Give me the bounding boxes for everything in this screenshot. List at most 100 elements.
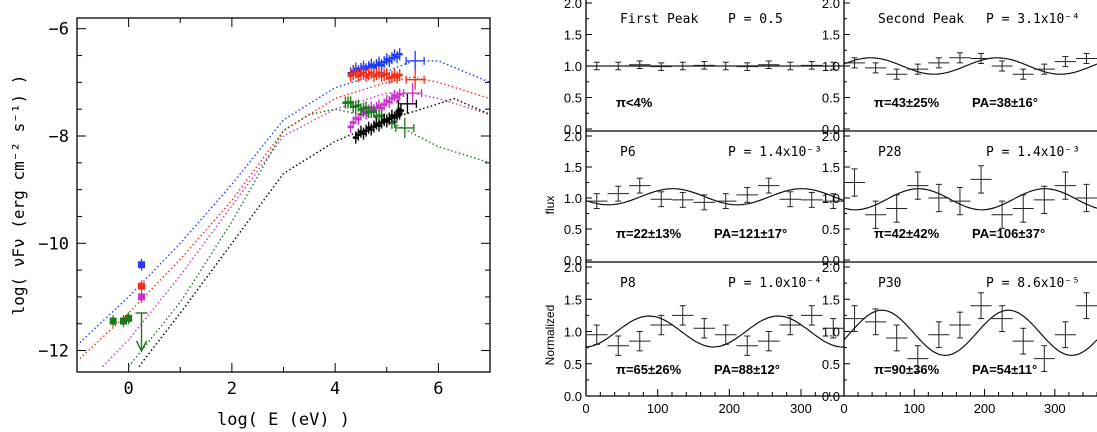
polarization-degree: π=43±25% (874, 95, 940, 110)
y-tick-label: 0.0 (822, 122, 840, 137)
upper-limit-arrow (135, 340, 148, 353)
optical-point (125, 314, 133, 322)
y-tick-label: 0.0 (822, 389, 840, 404)
panel-title: Second Peak (878, 12, 964, 27)
panel-first-peak: 0.0 0.5 1.0 1.5 2.0 First Peak P = 0.5 π<4% (564, 0, 844, 137)
y-tick-label: 1.5 (564, 292, 582, 307)
panel-probability: P = 1.4x10⁻³ (728, 145, 822, 160)
panel-probability: P = 0.5 (728, 12, 783, 27)
panel-title: P30 (878, 276, 901, 291)
polarization-degree: π=90±36% (874, 362, 940, 377)
fit-curve (585, 315, 845, 348)
polarization-degree: π=65±26% (616, 362, 682, 377)
y-tick-label: −10 (38, 234, 69, 254)
x-tick-label: 200 (974, 401, 996, 416)
y-tick-label: 2.0 (822, 0, 840, 11)
y-tick-label: 1.0 (564, 191, 582, 206)
y-tick-label: 1.5 (822, 160, 840, 175)
optical-point (138, 261, 146, 269)
x-tick-label: 100 (647, 401, 669, 416)
x-axis-label: log( E (eV) ) (217, 410, 350, 430)
y-tick-label: 1.0 (822, 59, 840, 74)
x-tick-label: 100 (903, 401, 925, 416)
y-tick-label: 2.0 (564, 129, 582, 144)
polarization-degree: π<4% (616, 95, 653, 110)
model-curve-blue (77, 60, 490, 346)
sed-chart: 0 2 4 6 −6 −8 −10 −12 log( E (eV) ) log( νFν (erg… (9, 17, 491, 430)
series-green (109, 96, 490, 368)
panel-probability: P = 1.0x10⁻⁴ (728, 276, 822, 291)
y-tick-label: 0.5 (564, 91, 582, 106)
polarization-degree: π=42±42% (874, 226, 940, 241)
polarization-panels: Normalized flux 0 100 200 300 0 100 200 300 0.0 0.5… (543, 0, 1097, 416)
model-curve-green (128, 108, 490, 368)
y-tick-label: 1.0 (564, 325, 582, 340)
y-tick-label: −6 (49, 20, 69, 40)
x-tick-label: 200 (718, 401, 740, 416)
y-tick-label: 1.0 (822, 191, 840, 206)
series-red (77, 66, 490, 362)
y-tick-label: 0.0 (564, 389, 582, 404)
y-tick-label: 1.5 (564, 160, 582, 175)
y-axis-label-part1: Normalized (543, 305, 557, 366)
optical-point (138, 293, 146, 301)
y-tick-label: 0.0 (564, 122, 582, 137)
model-curve-black (138, 97, 490, 368)
polarization-angle: PA=38±16° (972, 95, 1038, 110)
panel-p6: 0.0 0.5 1.0 1.5 2.0 P6 P = 1.4x10⁻³ π=22±13% PA=… (564, 129, 845, 268)
y-axis-label-part2: flux (543, 196, 557, 215)
y-tick-label: −8 (49, 127, 69, 147)
y-tick-label: 1.5 (822, 28, 840, 43)
plot-frame (76, 17, 491, 373)
y-tick-label: 0.0 (822, 253, 840, 268)
optical-point (109, 317, 117, 325)
panel-p8: 0.0 0.5 1.0 1.5 2.0 P8 P = 1.0x10⁻⁴ π=65±26% PA=… (564, 260, 845, 404)
y-tick-label: 1.0 (822, 325, 840, 340)
panel-probability: P = 1.4x10⁻³ (986, 145, 1080, 160)
polarization-angle: PA=106±37° (972, 226, 1045, 241)
polarization-angle: PA=121±17° (714, 226, 787, 241)
panel-probability: P = 8.6x10⁻⁵ (986, 276, 1080, 291)
model-curve-magenta (102, 92, 490, 368)
model-curve-red (77, 76, 490, 362)
x-tick-label: 0 (124, 379, 134, 399)
y-tick-label: 2.0 (564, 260, 582, 275)
optical-point (138, 282, 146, 290)
y-tick-label: 0.5 (564, 222, 582, 237)
plot-area (77, 48, 490, 368)
x-tick-label: 6 (433, 379, 443, 399)
optical-point (119, 317, 127, 325)
panel-probability: P = 3.1x10⁻⁴ (986, 12, 1080, 27)
y-axis-label: log( νFν (erg cm⁻² s⁻¹) ) (9, 75, 28, 316)
y-tick-label: 0.0 (564, 253, 582, 268)
fit-curve (843, 57, 1097, 75)
y-tick-label: 2.0 (564, 0, 582, 11)
y-tick-label: 2.0 (822, 260, 840, 275)
polarization-angle: PA=88±12° (714, 362, 780, 377)
series-blue (77, 48, 490, 346)
x-tick-label: 4 (330, 379, 340, 399)
y-tick-label: 0.5 (822, 357, 840, 372)
y-tick-label: 1.0 (564, 59, 582, 74)
y-tick-label: 2.0 (822, 129, 840, 144)
y-tick-label: 0.5 (564, 357, 582, 372)
panel-p28: 0.0 0.5 1.0 1.5 2.0 P28 P = 1.4x10⁻³ π=42±42% PA… (822, 129, 1097, 268)
panel-title: P8 (620, 276, 636, 291)
panel-title: P28 (878, 145, 901, 160)
x-tick-label: 0 (582, 401, 589, 416)
series-magenta (102, 83, 490, 368)
y-tick-label: 0.5 (822, 222, 840, 237)
y-tick-label: 0.5 (822, 91, 840, 106)
y-tick-label: 1.5 (564, 28, 582, 43)
fit-curve (843, 188, 1097, 211)
panel-second-peak: 0.0 0.5 1.0 1.5 2.0 Second Peak P = 3.1x10⁻⁴ π=… (822, 0, 1097, 137)
x-tick-label: 0 (840, 401, 847, 416)
series-black (138, 93, 490, 368)
panel-title: First Peak (620, 12, 698, 27)
polarization-degree: π=22±13% (616, 226, 682, 241)
y-tick-label: −12 (38, 342, 69, 362)
y-tick-label: 1.5 (822, 292, 840, 307)
fit-curve (585, 188, 845, 206)
panel-p30: 0.0 0.5 1.0 1.5 2.0 P30 P = 8.6x10⁻⁵ π=90±36% PA… (822, 260, 1097, 404)
